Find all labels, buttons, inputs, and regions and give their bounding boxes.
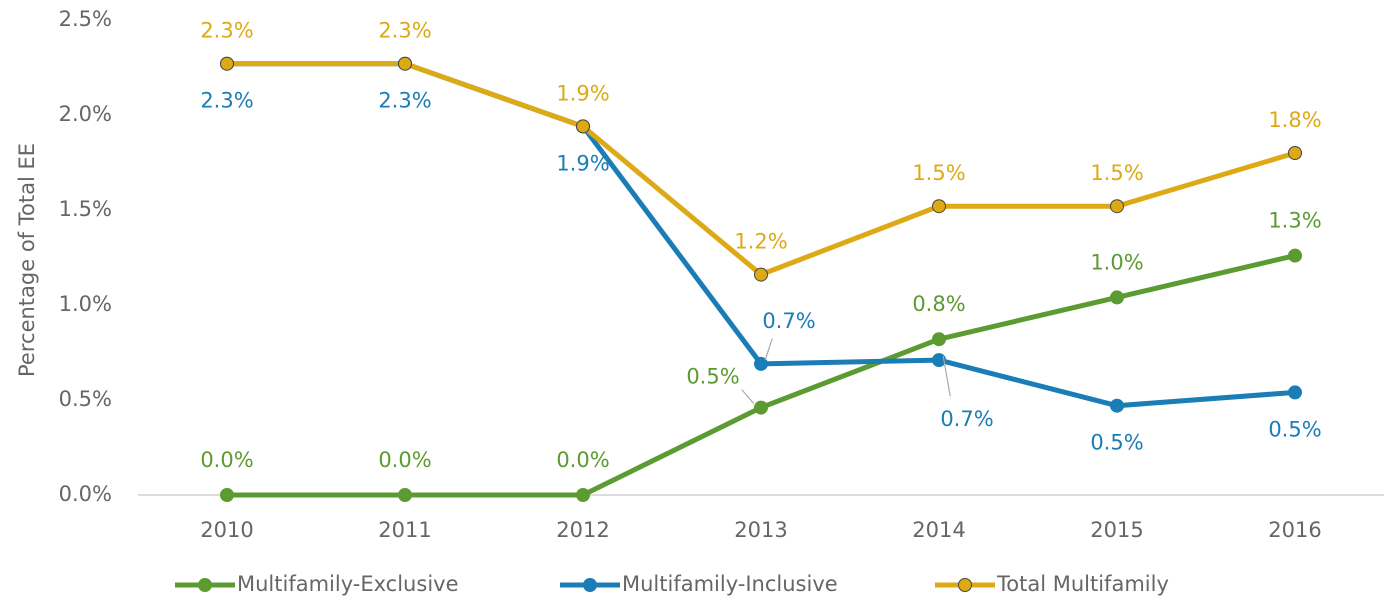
y-tick-label: 0.5%	[59, 387, 112, 411]
point	[1288, 248, 1302, 263]
data-label: 1.5%	[912, 161, 965, 185]
data-label: 0.5%	[686, 365, 739, 389]
y-tick-label: 1.0%	[59, 292, 112, 316]
legend-swatch-dot	[198, 578, 212, 592]
point	[1110, 398, 1124, 413]
x-tick-label: 2013	[734, 518, 787, 542]
data-label: 1.9%	[556, 81, 609, 105]
point	[398, 488, 412, 502]
point	[932, 332, 946, 347]
x-tick-label: 2016	[1268, 518, 1321, 542]
legend-swatch-dot	[958, 578, 972, 592]
data-label: 0.8%	[912, 292, 965, 316]
legend-swatch-dot	[583, 578, 597, 592]
data-label: 0.7%	[940, 407, 993, 431]
data-label: 1.2%	[734, 230, 787, 254]
point	[576, 488, 590, 502]
data-label: 0.5%	[1268, 417, 1321, 441]
x-tick-label: 2014	[912, 518, 965, 542]
y-tick-label: 1.5%	[59, 197, 112, 221]
x-tick-label: 2011	[378, 518, 431, 542]
point	[398, 56, 412, 71]
data-label: 0.7%	[762, 309, 815, 333]
y-tick-label: 2.5%	[59, 7, 112, 31]
data-label: 1.3%	[1268, 209, 1321, 233]
x-tick-label: 2012	[556, 518, 609, 542]
data-label: 2.3%	[378, 89, 431, 113]
data-label: 1.9%	[556, 151, 609, 175]
data-label: 2.3%	[378, 19, 431, 43]
point	[754, 400, 768, 415]
y-tick-label: 2.0%	[59, 102, 112, 126]
x-tick-label: 2010	[200, 518, 253, 542]
data-label: 0.5%	[1090, 431, 1143, 455]
point	[576, 119, 590, 134]
point	[220, 56, 234, 71]
data-label: 0.0%	[556, 448, 609, 472]
y-tick-label: 0.0%	[59, 482, 112, 506]
point	[1288, 385, 1302, 400]
x-tick-label: 2015	[1090, 518, 1143, 542]
legend-label: Multifamily-Exclusive	[237, 572, 459, 596]
data-label: 0.0%	[200, 448, 253, 472]
data-label: 0.0%	[378, 448, 431, 472]
y-axis-label: Percentage of Total EE	[15, 143, 39, 377]
point	[932, 353, 946, 368]
leader-line	[942, 355, 951, 397]
point	[1288, 146, 1302, 160]
point	[932, 199, 946, 214]
data-label: 2.3%	[200, 89, 253, 113]
data-label: 2.3%	[200, 19, 253, 43]
leader-line	[764, 338, 773, 361]
point	[754, 356, 768, 371]
legend-label: Total Multifamily	[996, 572, 1169, 596]
data-label: 1.5%	[1090, 161, 1143, 185]
point	[220, 488, 234, 502]
leader-line	[741, 389, 755, 404]
point	[1110, 199, 1124, 214]
point	[1110, 290, 1124, 305]
point	[754, 267, 768, 282]
data-label: 1.8%	[1268, 108, 1321, 132]
legend-label: Multifamily-Inclusive	[622, 572, 838, 596]
data-label: 1.0%	[1090, 250, 1143, 274]
